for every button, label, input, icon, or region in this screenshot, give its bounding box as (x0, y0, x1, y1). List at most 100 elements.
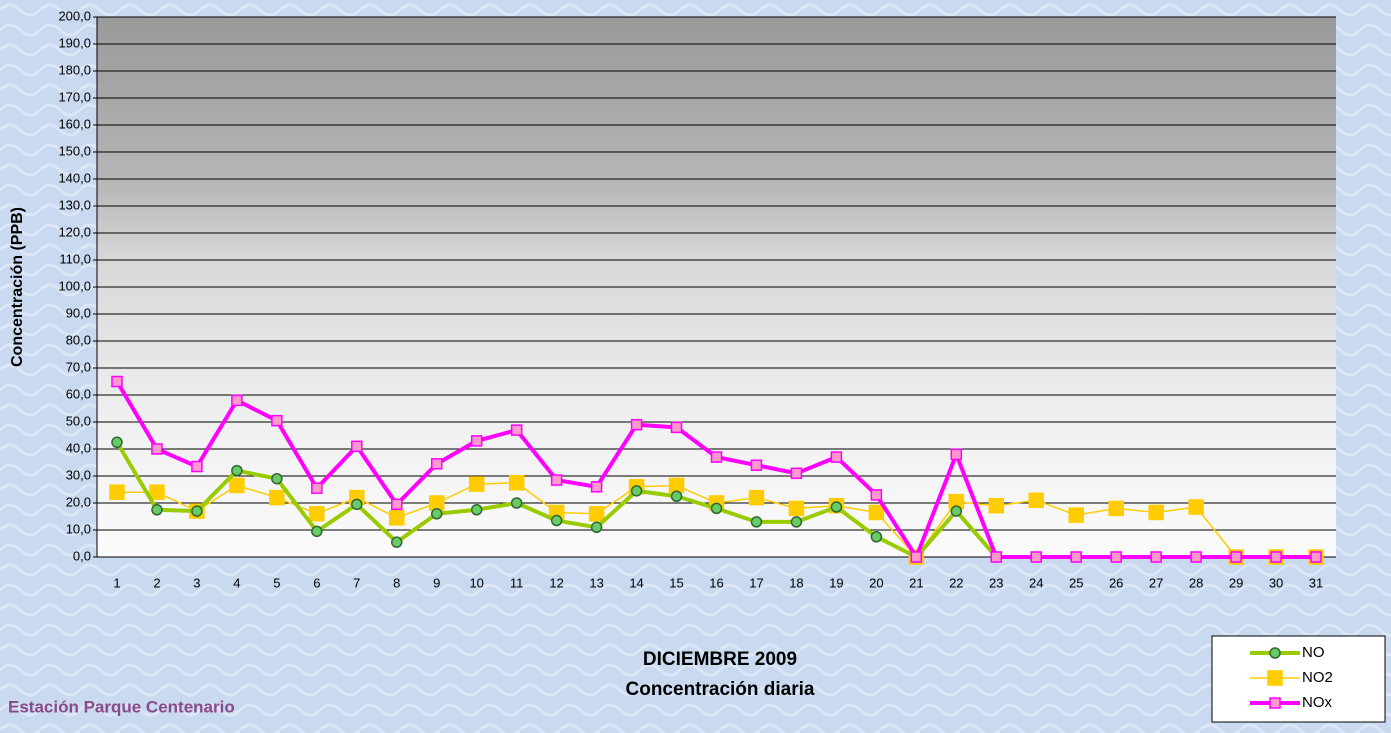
data-point (951, 506, 961, 516)
x-tick-label: 12 (549, 575, 563, 590)
y-tick-label: 150,0 (58, 143, 91, 158)
data-point (432, 459, 442, 469)
x-tick-label: 4 (233, 575, 240, 590)
data-point (831, 502, 841, 512)
x-tick-label: 22 (949, 575, 963, 590)
data-point (632, 486, 642, 496)
x-tick-label: 3 (193, 575, 200, 590)
data-point (712, 503, 722, 513)
data-point (1109, 501, 1123, 515)
station-label: Estación Parque Centenario (8, 697, 235, 716)
x-tick-label: 2 (153, 575, 160, 590)
data-point (989, 499, 1003, 513)
data-point (672, 422, 682, 432)
data-point (192, 506, 202, 516)
data-point (352, 441, 362, 451)
x-tick-label: 14 (629, 575, 643, 590)
x-tick-label: 27 (1149, 575, 1163, 590)
data-point (110, 485, 124, 499)
y-axis-label: Concentración (PPB) (9, 207, 26, 367)
x-tick-label: 18 (789, 575, 803, 590)
x-tick-label: 8 (393, 575, 400, 590)
y-tick-label: 60,0 (66, 386, 91, 401)
legend-box (1212, 636, 1385, 722)
data-point (911, 552, 921, 562)
data-point (392, 537, 402, 547)
data-point (670, 478, 684, 492)
data-point (1151, 552, 1161, 562)
data-point (791, 517, 801, 527)
data-point (1111, 552, 1121, 562)
data-point (951, 449, 961, 459)
y-tick-label: 200,0 (58, 8, 91, 23)
data-point (712, 452, 722, 462)
data-point (150, 485, 164, 499)
x-tick-label: 25 (1069, 575, 1083, 590)
y-tick-label: 110,0 (59, 251, 91, 266)
data-point (392, 499, 402, 509)
data-point (152, 444, 162, 454)
y-tick-label: 190,0 (58, 35, 91, 50)
x-tick-label: 26 (1109, 575, 1123, 590)
legend-marker (1268, 671, 1282, 685)
y-tick-label: 40,0 (66, 440, 91, 455)
data-point (632, 420, 642, 430)
data-point (1271, 552, 1281, 562)
data-point (1231, 552, 1241, 562)
x-tick-label: 24 (1029, 575, 1043, 590)
y-tick-label: 50,0 (66, 413, 91, 428)
x-tick-label: 10 (469, 575, 483, 590)
data-point (312, 526, 322, 536)
data-point (112, 437, 122, 447)
x-tick-label: 1 (113, 575, 120, 590)
data-point (590, 507, 604, 521)
data-point (672, 491, 682, 501)
x-tick-label: 13 (589, 575, 603, 590)
y-tick-label: 70,0 (66, 359, 91, 374)
data-point (352, 499, 362, 509)
data-point (1069, 508, 1083, 522)
x-tick-label: 31 (1309, 575, 1323, 590)
data-point (312, 483, 322, 493)
data-point (751, 460, 761, 470)
y-tick-label: 130,0 (58, 197, 91, 212)
x-tick-label: 6 (313, 575, 320, 590)
chart: DICIEMBRE 2009 Concentración diaria Esta… (0, 0, 1391, 733)
x-tick-label: 23 (989, 575, 1003, 590)
data-point (230, 478, 244, 492)
y-tick-label: 20,0 (66, 494, 91, 509)
y-tick-label: 160,0 (58, 116, 91, 131)
data-point (512, 425, 522, 435)
y-tick-label: 120,0 (58, 224, 91, 239)
x-tick-label: 16 (709, 575, 723, 590)
data-point (272, 416, 282, 426)
data-point (552, 516, 562, 526)
data-point (871, 532, 881, 542)
x-tick-label: 20 (869, 575, 883, 590)
x-tick-label: 7 (353, 575, 360, 590)
data-point (592, 522, 602, 532)
data-point (1029, 493, 1043, 507)
data-point (270, 491, 284, 505)
y-tick-label: 140,0 (58, 170, 91, 185)
data-point (310, 507, 324, 521)
data-point (272, 474, 282, 484)
y-tick-label: 180,0 (58, 62, 91, 77)
data-point (512, 498, 522, 508)
x-tick-label: 11 (510, 575, 524, 590)
data-point (430, 496, 444, 510)
data-point (871, 490, 881, 500)
data-point (470, 477, 484, 491)
data-point (432, 509, 442, 519)
data-point (749, 491, 763, 505)
legend-label: NOx (1302, 694, 1333, 711)
data-point (472, 436, 482, 446)
x-tick-label: 5 (273, 575, 280, 590)
legend-label: NO2 (1302, 669, 1333, 686)
data-point (1191, 552, 1201, 562)
data-point (791, 468, 801, 478)
data-point (1149, 505, 1163, 519)
legend-marker (1270, 698, 1280, 708)
x-tick-label: 19 (829, 575, 843, 590)
x-tick-label: 9 (433, 575, 440, 590)
